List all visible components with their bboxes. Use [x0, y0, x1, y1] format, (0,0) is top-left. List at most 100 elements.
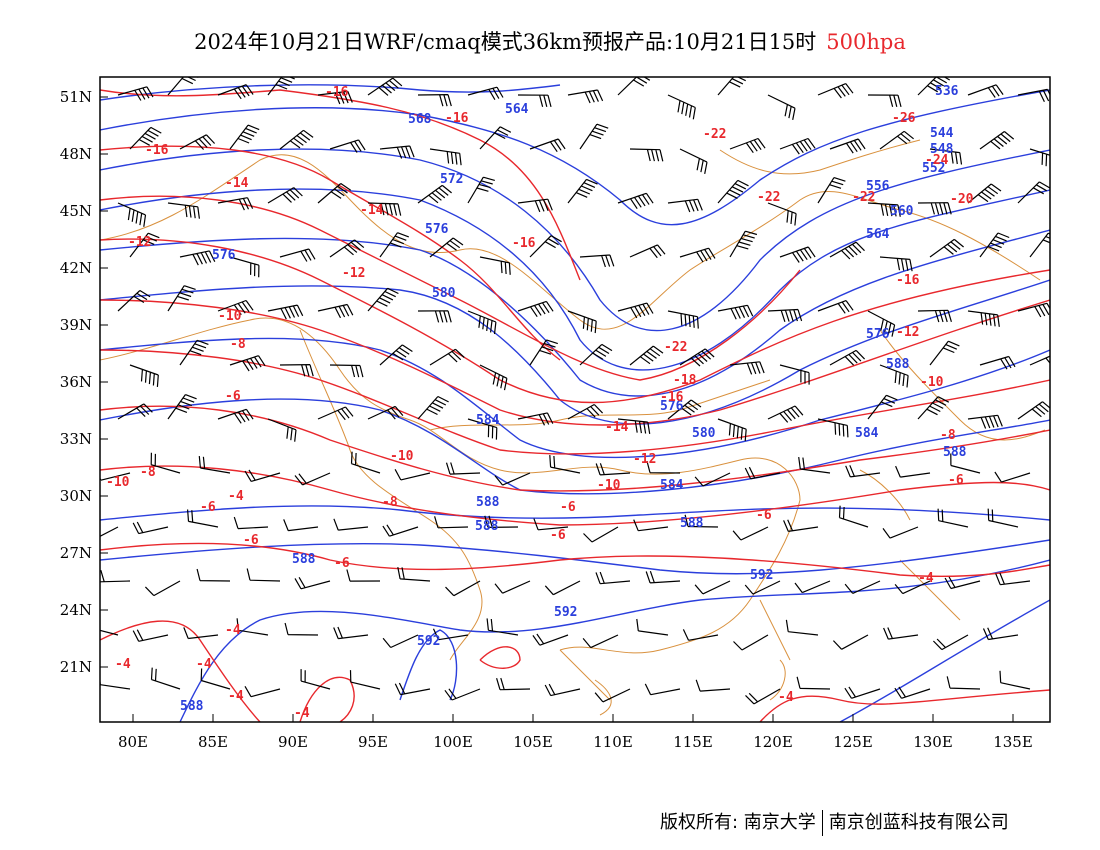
longitude-tick-label: 135E — [993, 733, 1033, 751]
wind-barb — [229, 355, 266, 372]
copyright-credit: 版权所有: 南京大学 南京创蓝科技有限公司 — [660, 808, 1009, 836]
title-main: 2024年10月21日WRF/cmaq模式36km预报产品:10月21日15时 — [194, 30, 817, 54]
wind-barb — [317, 303, 354, 319]
wind-barb — [132, 521, 169, 535]
wind-barb — [367, 77, 403, 96]
height-label: 576 — [425, 222, 449, 237]
wind-barb — [367, 202, 402, 216]
wind-barb — [967, 183, 1002, 204]
wind-barb — [479, 364, 508, 391]
temperature-label: -8 — [382, 495, 398, 510]
height-label: 576 — [212, 248, 236, 263]
wind-barb — [382, 634, 419, 649]
wind-barb — [717, 179, 749, 204]
latitude-tick-label: 24N — [60, 601, 92, 619]
wind-barb — [244, 686, 281, 698]
wind-barb — [879, 364, 909, 388]
latitude-tick-label: 51N — [60, 88, 92, 106]
height-label: 548 — [930, 142, 954, 157]
height-labels: 536 544 548 552 556 560 564 568 572 576 … — [180, 84, 967, 714]
wind-barb — [744, 466, 781, 480]
longitude-tick-label: 125E — [833, 733, 873, 751]
temperature-label: -6 — [243, 533, 259, 548]
wind-barb — [236, 618, 269, 636]
temperature-label: -6 — [550, 528, 566, 543]
wind-barb — [796, 676, 831, 690]
wind-barb — [117, 289, 151, 312]
wind-barb — [467, 418, 498, 440]
temperature-label: -10 — [106, 475, 130, 490]
temperature-label: -12 — [342, 266, 365, 281]
wind-barb — [717, 304, 754, 320]
temperature-label: -6 — [756, 508, 772, 523]
wind-barb — [367, 287, 399, 312]
wind-barb — [883, 627, 919, 640]
wind-barb — [333, 518, 369, 531]
wind-barb — [379, 344, 413, 366]
wind-barb — [729, 361, 765, 375]
wind-barb — [595, 571, 631, 585]
temperature-label: -4 — [228, 689, 244, 704]
latitude-tick-label: 21N — [60, 658, 92, 676]
wind-barb — [1029, 148, 1050, 168]
wind-barb — [767, 308, 803, 322]
temperature-contour-line — [759, 689, 1050, 722]
wind-barb — [229, 256, 260, 278]
temperature-label: -4 — [918, 571, 934, 586]
wind-barb — [950, 453, 981, 474]
temperature-label: -6 — [948, 473, 964, 488]
wind-barb — [132, 629, 169, 642]
wind-barb — [695, 679, 731, 692]
wind-barb — [367, 405, 404, 420]
temperature-label: -16 — [512, 236, 536, 251]
wind-barb — [217, 299, 254, 316]
longitude-tick-label: 115E — [673, 733, 713, 751]
wind-barb — [995, 572, 1031, 586]
temperature-label: -24 — [925, 153, 949, 168]
wind-barb — [479, 126, 512, 150]
height-label: 556 — [866, 179, 890, 194]
wind-barb — [529, 138, 566, 153]
wind-barb — [129, 232, 160, 258]
wind-barb — [467, 310, 497, 335]
wind-barb — [267, 187, 303, 204]
wind-barb — [167, 394, 197, 420]
plot-area — [100, 77, 1050, 722]
height-label: 588 — [475, 519, 499, 534]
wind-barb — [917, 309, 952, 323]
wind-barb — [434, 516, 469, 529]
temperature-label: -4 — [228, 489, 244, 504]
wind-barb — [694, 472, 731, 487]
wind-barb — [867, 94, 902, 108]
wind-barb — [329, 239, 365, 258]
height-contour-line — [839, 599, 1050, 722]
height-label: 568 — [408, 112, 432, 127]
height-label: 552 — [922, 161, 945, 176]
wind-barb — [445, 580, 481, 597]
wind-barb — [329, 139, 366, 153]
height-label: 592 — [417, 634, 440, 649]
wind-barb — [629, 345, 664, 366]
temperature-label: -12 — [128, 235, 151, 250]
wind-barb — [317, 90, 353, 105]
wind-barb — [917, 396, 950, 420]
temperature-label: -4 — [196, 657, 212, 672]
wind-barb — [829, 241, 865, 260]
wind-barb — [785, 619, 819, 636]
wind-barb — [894, 580, 931, 595]
wind-barb — [267, 77, 295, 96]
height-label: 572 — [440, 172, 463, 187]
temperature-label: -22 — [664, 340, 687, 355]
temperature-label: -6 — [225, 389, 241, 404]
wind-barb — [733, 634, 769, 651]
temperature-label: -4 — [115, 657, 131, 672]
wind-barb — [667, 94, 696, 120]
wind-barb — [629, 244, 666, 259]
wind-barb — [333, 626, 369, 640]
temperature-label: -16 — [660, 390, 684, 405]
wind-barb — [517, 198, 553, 213]
wind-barb — [429, 148, 462, 166]
wind-barb — [479, 256, 511, 275]
wind-barb — [817, 418, 849, 438]
wind-barb — [967, 310, 1000, 327]
